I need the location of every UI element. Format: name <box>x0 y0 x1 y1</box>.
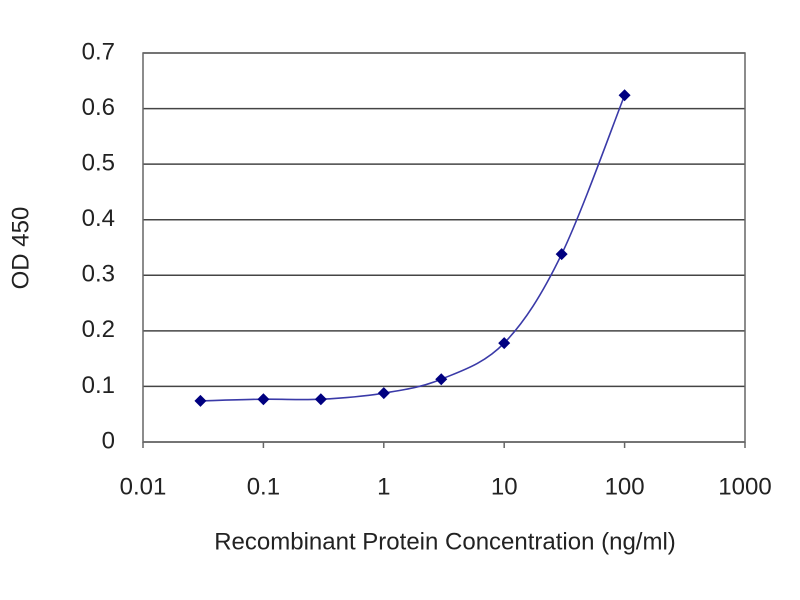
data-point <box>257 393 270 406</box>
x-tick-label: 100 <box>605 473 645 500</box>
data-point <box>555 248 568 261</box>
y-tick-label: 0.5 <box>82 149 115 176</box>
x-tick-label: 0.01 <box>120 473 167 500</box>
data-point <box>435 373 448 386</box>
data-point <box>618 89 631 102</box>
data-point <box>314 393 327 406</box>
y-tick-label: 0.7 <box>82 38 115 65</box>
x-tick-label: 1 <box>377 473 390 500</box>
y-tick-label: 0.6 <box>82 94 115 121</box>
x-tick-label: 10 <box>491 473 518 500</box>
plot-frame <box>142 52 746 443</box>
data-point <box>194 394 207 407</box>
x-axis-label: Recombinant Protein Concentration (ng/ml… <box>214 528 676 555</box>
y-tick-label: 0.3 <box>82 261 115 288</box>
x-tick-label: 1000 <box>718 473 771 500</box>
data-point <box>498 337 511 350</box>
y-tick-label: 0.1 <box>82 372 115 399</box>
y-tick-label: 0 <box>102 427 115 454</box>
y-axis-label: OD 450 <box>7 207 34 290</box>
y-tick-label: 0.4 <box>82 205 115 232</box>
data-point <box>377 387 390 400</box>
y-tick-label: 0.2 <box>82 316 115 343</box>
x-tick-label: 0.1 <box>247 473 280 500</box>
